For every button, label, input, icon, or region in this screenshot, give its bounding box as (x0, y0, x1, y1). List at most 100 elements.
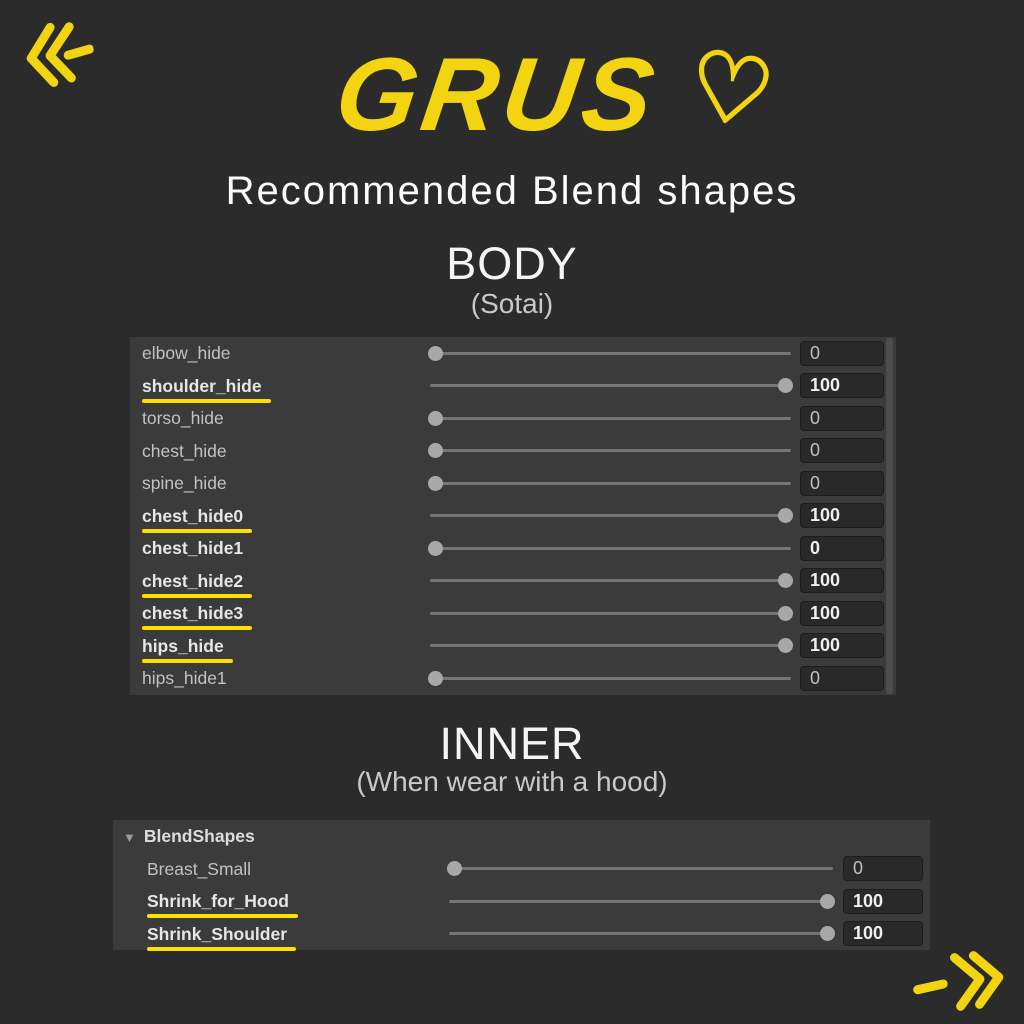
blendshape-value-field[interactable]: 100 (843, 888, 923, 914)
blendshape-value-field[interactable]: 0 (800, 340, 884, 366)
slider-knob[interactable] (778, 605, 793, 621)
slider-track (449, 867, 833, 871)
blendshape-value-field[interactable]: 100 (800, 503, 884, 528)
blendshape-slider[interactable] (428, 605, 793, 621)
blendshape-label: Shrink_for_Hood (147, 891, 298, 918)
slider-knob[interactable] (820, 893, 835, 909)
blendshape-slider[interactable] (428, 638, 793, 654)
blendshape-row: chest_hide2 100 (130, 565, 896, 598)
slider-track (430, 449, 791, 453)
body-blendshapes-panel: elbow_hide 0 shoulder_hide 100 torso_hid… (130, 337, 896, 695)
blendshape-value-field[interactable]: 100 (843, 921, 923, 946)
blendshape-row: chest_hide1 0 (130, 532, 896, 565)
blendshape-label: torso_hide (142, 408, 224, 428)
blendshape-row: chest_hide0 100 (130, 500, 896, 533)
blendshape-row: elbow_hide 0 (130, 337, 896, 370)
slider-knob[interactable] (778, 638, 793, 654)
blendshape-row: Shrink_for_Hood 100 (113, 885, 930, 918)
blendshape-slider[interactable] (447, 893, 835, 909)
blendshape-slider[interactable] (428, 378, 793, 394)
body-section-heading: BODY (446, 238, 578, 289)
blendshape-row: Breast_Small 0 (113, 853, 930, 886)
slider-knob[interactable] (820, 926, 835, 942)
blendshape-label: hips_hide (142, 635, 233, 663)
blendshape-slider[interactable] (428, 443, 793, 459)
blendshape-label: Shrink_Shoulder (147, 923, 297, 951)
panel-scrollbar[interactable] (886, 338, 893, 694)
blendshape-slider[interactable] (428, 345, 793, 361)
blendshape-slider[interactable] (428, 475, 793, 491)
slider-track (430, 514, 791, 518)
next-arrow-button[interactable] (907, 943, 1017, 1020)
page-subtitle: Recommended Blend shapes (225, 169, 799, 213)
blendshape-value-field[interactable]: 100 (800, 600, 884, 626)
slider-track (430, 546, 791, 550)
blendshape-slider[interactable] (428, 540, 793, 556)
blendshape-value-field[interactable]: 0 (800, 470, 884, 496)
blendshape-value-field[interactable]: 100 (800, 568, 884, 593)
blendshape-label: chest_hide1 (142, 538, 244, 558)
blendshape-row: chest_hide3 100 (130, 597, 896, 630)
slider-knob[interactable] (778, 573, 793, 589)
blendshapes-foldout-header[interactable]: ▼ BlendShapes (113, 820, 930, 853)
slider-track (430, 384, 791, 388)
slider-knob[interactable] (428, 345, 443, 361)
slider-knob[interactable] (428, 540, 443, 556)
blendshape-value-field[interactable]: 0 (800, 438, 884, 463)
body-blendshapes-rows: elbow_hide 0 shoulder_hide 100 torso_hid… (130, 337, 896, 695)
blendshape-value-field[interactable]: 0 (800, 535, 884, 561)
blendshape-slider[interactable] (447, 861, 835, 877)
title-block: GRUS ♡ (0, 31, 1024, 153)
blendshape-value-field[interactable]: 0 (843, 856, 923, 881)
page-title: GRUS (328, 37, 666, 153)
blendshape-label: hips_hide1 (142, 668, 227, 688)
blendshape-label: chest_hide3 (142, 603, 253, 630)
dash-double-chevron-right-icon (913, 951, 1004, 1011)
slider-knob[interactable] (428, 670, 443, 686)
blendshape-row: spine_hide 0 (130, 467, 896, 500)
slider-track (430, 481, 791, 485)
blendshape-label: chest_hide (142, 440, 227, 461)
blendshape-label: chest_hide2 (142, 570, 253, 598)
slider-knob[interactable] (447, 861, 462, 877)
slider-knob[interactable] (778, 378, 793, 394)
slider-track (449, 932, 833, 936)
blendshape-value-field[interactable]: 0 (800, 665, 884, 691)
slider-track (430, 579, 791, 583)
heart-icon: ♡ (680, 30, 782, 149)
inner-section-subheading: (When wear with a hood) (356, 766, 668, 797)
inner-section-heading: INNER (439, 718, 585, 769)
blendshape-row: chest_hide 0 (130, 435, 896, 468)
previous-arrow-button[interactable] (11, 11, 99, 99)
blendshape-row: torso_hide 0 (130, 402, 896, 435)
blendshape-value-field[interactable]: 100 (800, 633, 884, 658)
blendshape-slider[interactable] (447, 926, 835, 942)
blendshape-slider[interactable] (428, 508, 793, 524)
body-section-subheading: (Sotai) (470, 288, 554, 319)
blendshape-label: spine_hide (142, 473, 227, 493)
slider-track (430, 676, 791, 680)
double-chevron-left-dash-icon (26, 22, 95, 87)
slider-track (430, 416, 791, 420)
blendshape-row: Shrink_Shoulder 100 (113, 918, 930, 951)
blendshape-value-field[interactable]: 100 (800, 373, 884, 398)
slider-knob[interactable] (428, 475, 443, 491)
blendshape-label: chest_hide0 (142, 505, 253, 533)
slider-track (430, 644, 791, 648)
blendshape-slider[interactable] (428, 410, 793, 426)
blendshape-slider[interactable] (428, 670, 793, 686)
foldout-triangle-icon[interactable]: ▼ (123, 829, 136, 845)
slider-track (449, 899, 833, 903)
blendshape-row: hips_hide 100 (130, 630, 896, 663)
slider-knob[interactable] (428, 410, 443, 426)
slider-knob[interactable] (428, 443, 443, 459)
inner-blendshapes-panel: ▼ BlendShapes Breast_Small 0 Shrink_for_… (113, 820, 930, 951)
blendshape-value-field[interactable]: 0 (800, 405, 884, 431)
blendshape-label: Breast_Small (147, 858, 252, 879)
blendshape-row: hips_hide1 0 (130, 662, 896, 695)
inner-blendshapes-rows: Breast_Small 0 Shrink_for_Hood 100 Shrin… (113, 853, 930, 951)
blendshape-slider[interactable] (428, 573, 793, 589)
blendshape-row: shoulder_hide 100 (130, 370, 896, 403)
slider-knob[interactable] (778, 508, 793, 524)
